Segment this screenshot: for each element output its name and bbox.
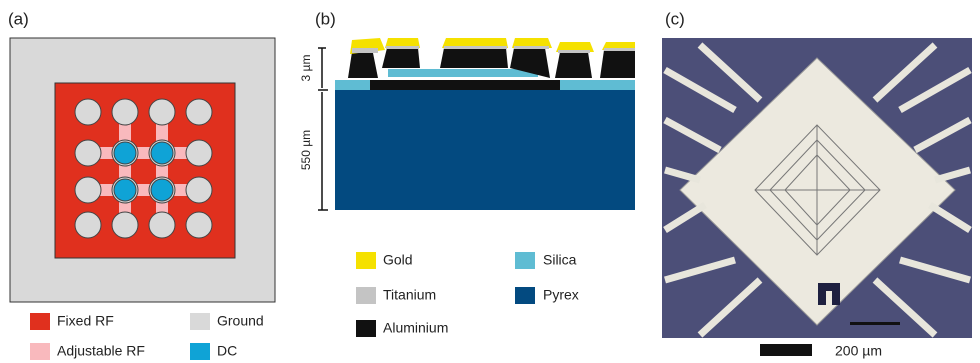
figure: (a) Fixed RF Ground Adjustable RF DC (b)… bbox=[0, 0, 980, 363]
legend-swatch bbox=[190, 343, 210, 360]
legend-label: Titanium bbox=[383, 287, 436, 303]
electrode bbox=[75, 177, 101, 203]
legend-swatch bbox=[515, 287, 535, 304]
electrode bbox=[186, 99, 212, 125]
legend-label: Adjustable RF bbox=[57, 343, 145, 359]
electrode bbox=[112, 99, 138, 125]
electrode bbox=[186, 140, 212, 166]
legend-label: Gold bbox=[383, 252, 413, 268]
panel-label: (b) bbox=[315, 9, 336, 28]
legend-label: Fixed RF bbox=[57, 313, 114, 329]
electrode bbox=[112, 212, 138, 238]
legend-swatch bbox=[515, 252, 535, 269]
electrode bbox=[149, 212, 175, 238]
electrode bbox=[75, 99, 101, 125]
panel-label: (c) bbox=[665, 9, 685, 28]
inset-scale-bar bbox=[850, 322, 900, 325]
scale-bar-label: 200 µm bbox=[835, 343, 882, 359]
panel-label: (a) bbox=[8, 9, 29, 28]
scale-label: 3 µm bbox=[299, 55, 313, 82]
legend-swatch bbox=[356, 252, 376, 269]
scale-label: 550 µm bbox=[299, 130, 313, 170]
legend-swatch bbox=[356, 287, 376, 304]
aluminium-layer bbox=[370, 80, 560, 90]
legend-label: Ground bbox=[217, 313, 264, 329]
electrode bbox=[75, 140, 101, 166]
legend-swatch bbox=[30, 313, 50, 330]
electrode bbox=[149, 99, 175, 125]
legend-swatch bbox=[30, 343, 50, 360]
silica-layer bbox=[388, 69, 538, 77]
legend-label: Pyrex bbox=[543, 287, 579, 303]
pyrex-layer bbox=[335, 90, 635, 210]
scale-bar bbox=[760, 344, 812, 356]
legend-label: DC bbox=[217, 343, 237, 359]
legend-label: Silica bbox=[543, 252, 577, 268]
electrode bbox=[75, 212, 101, 238]
legend-swatch bbox=[356, 320, 376, 337]
electrode bbox=[186, 177, 212, 203]
electrode bbox=[186, 212, 212, 238]
scale-bracket bbox=[318, 48, 328, 210]
legend-label: Aluminium bbox=[383, 320, 448, 336]
legend-swatch bbox=[190, 313, 210, 330]
